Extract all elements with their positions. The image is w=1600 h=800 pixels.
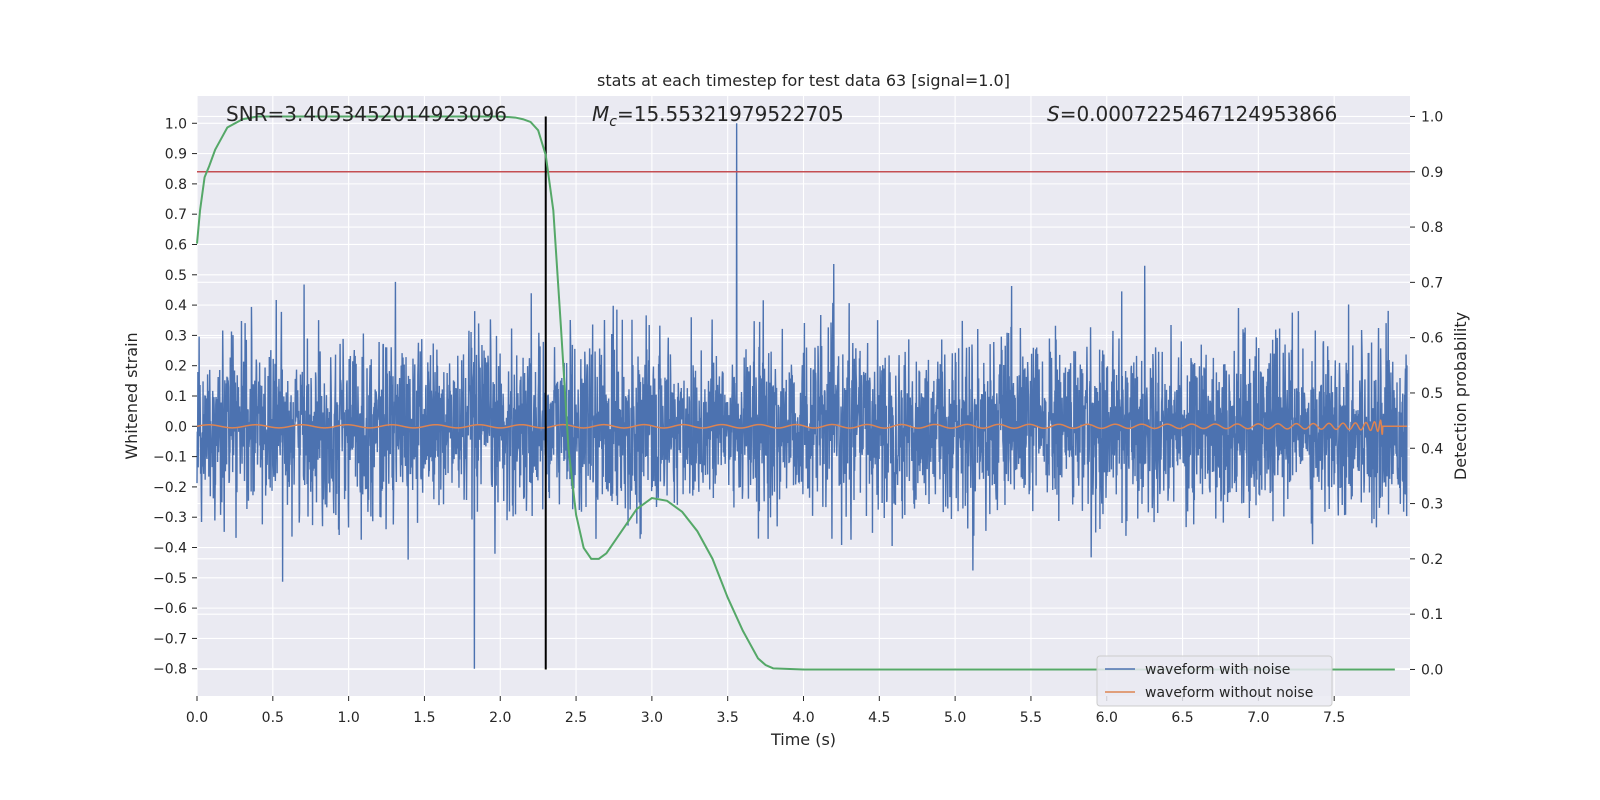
legend-box <box>1096 655 1333 707</box>
chirp-mass-value: =15.55321979522705 <box>617 102 844 126</box>
y2-tick-label: 0.0 <box>1421 662 1443 678</box>
y2-tick-label: 0.2 <box>1421 552 1443 568</box>
x-axis-label: Time (s) <box>770 730 836 749</box>
legend-label-waveform-with-noise: waveform with noise <box>1145 662 1290 678</box>
x-tick-label: 5.5 <box>1020 710 1042 726</box>
chirp-mass-annotation: Mc=15.55321979522705 <box>592 102 844 130</box>
legend: waveform with noise waveform without noi… <box>1096 655 1333 707</box>
x-tick-label: 0.0 <box>186 710 208 726</box>
x-tick-label: 4.5 <box>868 710 890 726</box>
y-tick-label: −0.6 <box>153 601 187 617</box>
x-tick-label: 6.5 <box>1171 710 1193 726</box>
x-tick-label: 4.0 <box>792 710 814 726</box>
x-tick-label: 1.5 <box>413 710 435 726</box>
y-tick-label: −0.2 <box>153 480 187 496</box>
y-tick-label: −0.8 <box>153 662 187 678</box>
y-tick-label: 0.9 <box>165 147 187 163</box>
y-tick-label: −0.3 <box>153 510 187 526</box>
y-tick-label: 0.1 <box>165 389 187 405</box>
y-tick-label: −0.1 <box>153 450 187 466</box>
y-tick-label: 0.0 <box>165 419 187 435</box>
y-tick-label: −0.7 <box>153 631 187 647</box>
chirp-trace <box>196 419 1407 435</box>
x-tick-label: 3.5 <box>717 710 739 726</box>
s-value: =0.0007225467124953866 <box>1060 102 1338 126</box>
y-tick-label: 0.3 <box>165 328 187 344</box>
x-tick-label: 1.0 <box>337 710 359 726</box>
y-tick-label: 0.5 <box>165 268 187 284</box>
x-tick-label: 0.5 <box>262 710 284 726</box>
y-tick-label: 0.8 <box>165 177 187 193</box>
y-tick-label: 0.4 <box>165 298 187 314</box>
y-tick-label: −0.5 <box>153 571 187 587</box>
y2-tick-label: 0.7 <box>1421 275 1443 291</box>
axes: 0.0 0.5 1.0 1.5 2.0 2.5 3.0 3.5 4.0 4.5 5.0 5.5 6.0 6… <box>153 109 1443 726</box>
snr-annotation: SNR=3.4053452014923096 <box>226 102 507 126</box>
y-tick-label: 0.7 <box>165 207 187 223</box>
y2-tick-label: 0.9 <box>1421 165 1443 181</box>
x-tick-label: 6.0 <box>1096 710 1118 726</box>
chart-title: stats at each timestep for test data 63 … <box>597 71 1010 90</box>
series-waveform-without-noise <box>196 419 1407 435</box>
y-tick-label: −0.4 <box>153 541 187 557</box>
y2-tick-label: 0.5 <box>1421 386 1443 402</box>
y2-tick-label: 0.4 <box>1421 441 1443 457</box>
y-tick-label: 0.2 <box>165 359 187 375</box>
x-tick-label: 7.5 <box>1323 710 1345 726</box>
chirp-mass-subscript: c <box>609 114 617 130</box>
y-tick-label: 0.6 <box>165 237 187 253</box>
x-tick-label: 2.0 <box>489 710 511 726</box>
series-detection-probability <box>196 115 1395 671</box>
s-symbol: S <box>1047 102 1060 126</box>
series-waveform-with-noise <box>196 123 1408 669</box>
y2-tick-label: 0.6 <box>1421 331 1443 347</box>
y2-tick-label: 0.3 <box>1421 497 1443 513</box>
y2-tick-label: 1.0 <box>1421 109 1443 125</box>
y2-axis-label: Detection probability <box>1451 312 1470 480</box>
y-axis-label: Whitened strain <box>122 332 141 459</box>
noise-trace <box>196 123 1408 669</box>
x-tick-label: 5.0 <box>944 710 966 726</box>
y2-tick-label: 0.8 <box>1421 220 1443 236</box>
x-tick-label: 2.5 <box>565 710 587 726</box>
probability-trace <box>196 115 1395 671</box>
chirp-mass-symbol: M <box>592 102 609 126</box>
s-annotation: S=0.0007225467124953866 <box>1047 102 1337 126</box>
y-tick-label: 1.0 <box>165 116 187 132</box>
y2-tick-label: 0.1 <box>1421 607 1443 623</box>
x-tick-label: 3.0 <box>641 710 663 726</box>
x-tick-label: 7.0 <box>1247 710 1269 726</box>
legend-label-waveform-without-noise: waveform without noise <box>1145 685 1313 701</box>
